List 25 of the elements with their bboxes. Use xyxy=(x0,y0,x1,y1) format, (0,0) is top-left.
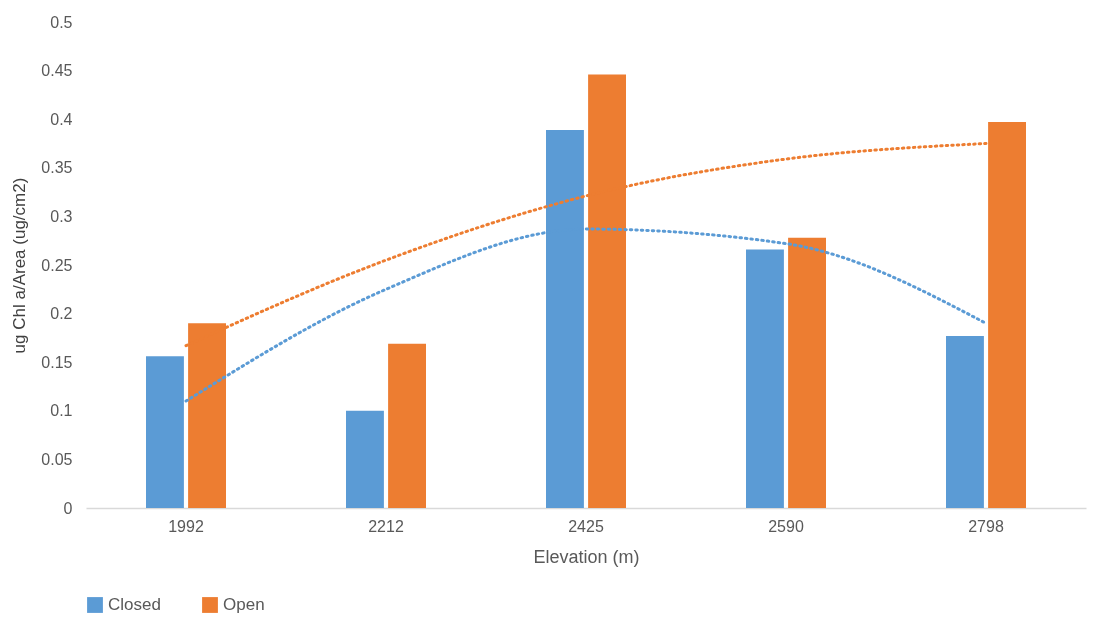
y-tick-label: 0.2 xyxy=(50,305,73,323)
x-tick-label: 2425 xyxy=(568,517,604,535)
y-tick-label: 0.4 xyxy=(50,110,73,128)
bar xyxy=(346,410,384,508)
x-tick-label: 2590 xyxy=(768,517,804,535)
y-tick-label: 0.15 xyxy=(41,353,73,371)
y-tick-label: 0.1 xyxy=(50,402,73,420)
bar xyxy=(788,237,826,508)
y-tick-label: 0.45 xyxy=(41,62,73,80)
y-axis-title: ug Chl a/Area (ug/cm2) xyxy=(10,177,30,354)
bar xyxy=(746,249,784,508)
x-axis-title: Elevation (m) xyxy=(533,546,640,567)
x-tick-label: 2798 xyxy=(968,517,1004,535)
legend-label: Closed xyxy=(108,595,161,614)
y-tick-label: 0 xyxy=(63,499,73,517)
bar xyxy=(388,343,426,508)
y-tick-label: 0.5 xyxy=(50,13,73,31)
x-tick-label: 2212 xyxy=(368,517,404,535)
x-tick-label: 1992 xyxy=(168,517,204,535)
legend-label: Open xyxy=(223,595,265,614)
y-tick-label: 0.05 xyxy=(41,450,73,468)
y-tick-label: 0.35 xyxy=(41,159,73,177)
y-tick-label: 0.25 xyxy=(41,256,73,274)
y-tick-label: 0.3 xyxy=(50,207,73,225)
bar xyxy=(946,335,984,508)
